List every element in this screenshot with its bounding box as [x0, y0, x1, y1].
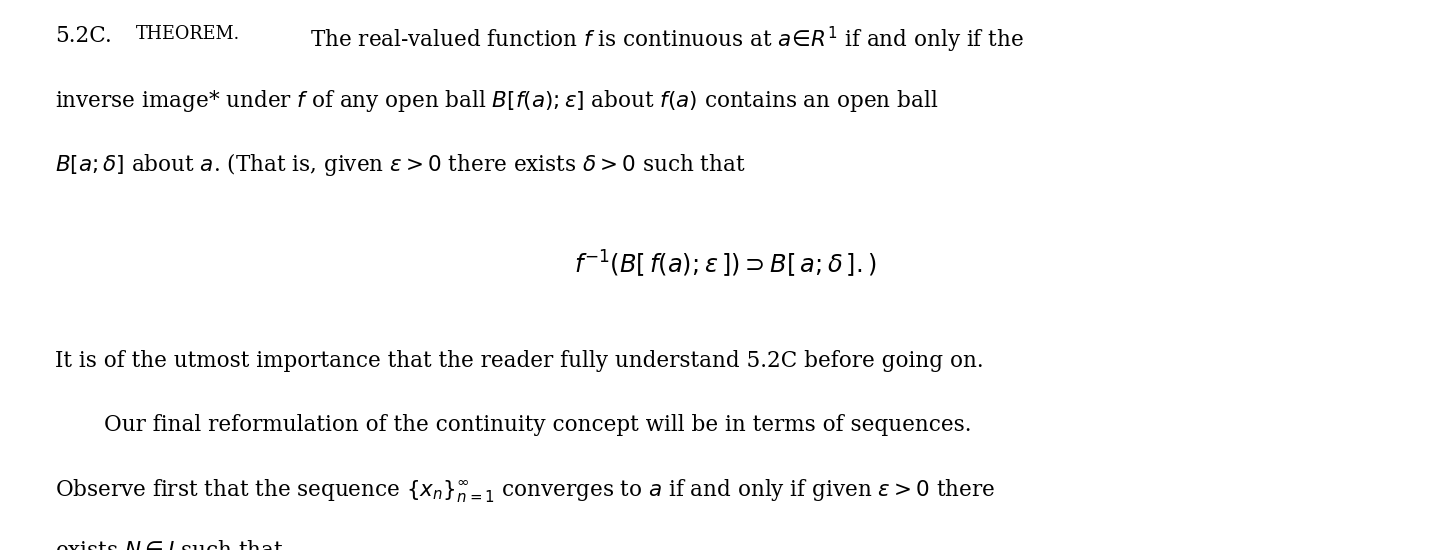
- Text: exists $N\in I$ such that: exists $N\in I$ such that: [55, 540, 284, 550]
- Text: It is of the utmost importance that the reader fully understand 5.2C before goin: It is of the utmost importance that the …: [55, 350, 983, 372]
- Text: inverse image* under $f$ of any open ball $B[f(a);\epsilon]$ about $f(a)$ contai: inverse image* under $f$ of any open bal…: [55, 88, 938, 114]
- Text: 5.2C.: 5.2C.: [55, 25, 112, 47]
- Text: $B[a;\delta]$ about $a$. (That is, given $\epsilon>0$ there exists $\delta>0$ su: $B[a;\delta]$ about $a$. (That is, given…: [55, 151, 745, 178]
- Text: Our final reformulation of the continuity concept will be in terms of sequences.: Our final reformulation of the continuit…: [104, 414, 972, 436]
- Text: The real-valued function $f$ is continuous at $a\!\in\! R^1$ if and only if the: The real-valued function $f$ is continuo…: [310, 25, 1024, 55]
- Text: $f^{-1}(B[\,f(a);\epsilon\,])\supset B[\,a;\delta\,].)$: $f^{-1}(B[\,f(a);\epsilon\,])\supset B[\…: [574, 249, 876, 280]
- Text: Observe first that the sequence $\{x_n\}_{n=1}^{\infty}$ converges to $a$ if and: Observe first that the sequence $\{x_n\}…: [55, 477, 996, 504]
- Text: THEOREM.: THEOREM.: [136, 25, 241, 43]
